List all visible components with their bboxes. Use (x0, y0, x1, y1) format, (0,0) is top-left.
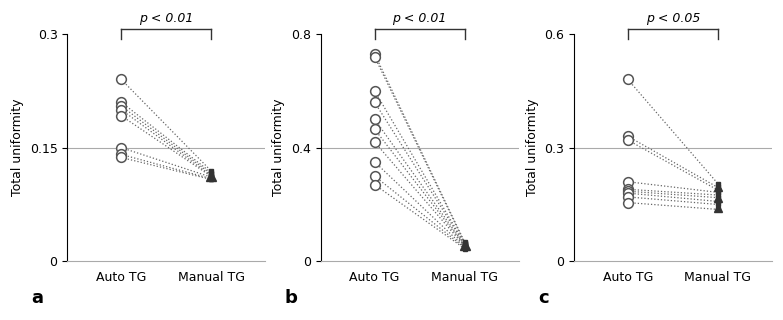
Text: p < 0.05: p < 0.05 (646, 12, 700, 25)
Text: a: a (31, 289, 44, 307)
Text: c: c (538, 289, 549, 307)
Text: b: b (285, 289, 298, 307)
Y-axis label: Total uniformity: Total uniformity (11, 99, 24, 196)
Y-axis label: Total uniformity: Total uniformity (272, 99, 285, 196)
Text: p < 0.01: p < 0.01 (139, 12, 193, 25)
Y-axis label: Total uniformity: Total uniformity (525, 99, 539, 196)
Text: p < 0.01: p < 0.01 (392, 12, 447, 25)
